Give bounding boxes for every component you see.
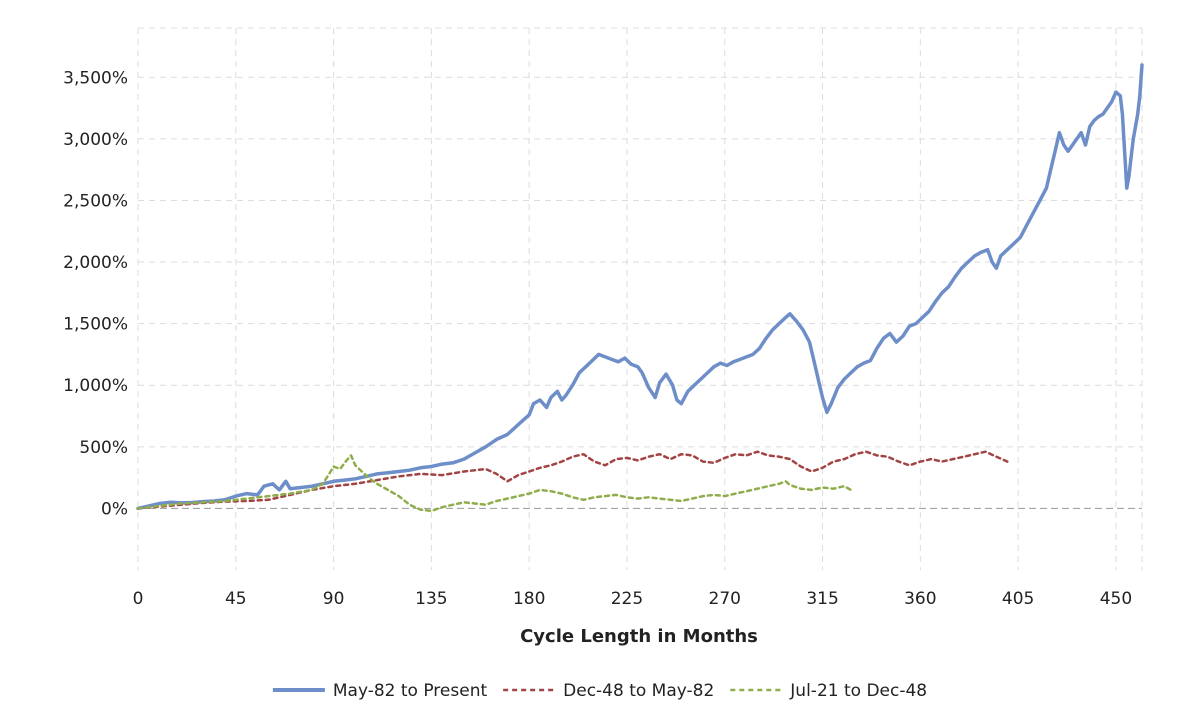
grid <box>137 27 1143 570</box>
series-lines <box>136 63 1144 513</box>
x-tick-label: 45 <box>225 589 247 609</box>
x-tick-label: 225 <box>611 589 643 609</box>
y-tick-label: 1,500% <box>63 315 128 335</box>
x-tick-label: 180 <box>513 589 545 609</box>
y-tick-label: 500% <box>79 438 128 458</box>
y-tick-label: 3,000% <box>63 130 128 150</box>
x-tick-label: 270 <box>709 589 741 609</box>
legend-item: May-82 to Present <box>272 681 488 701</box>
y-tick-label: 0% <box>101 499 128 519</box>
legend-item: Jul-21 to Dec-48 <box>730 681 927 701</box>
legend-label: Dec-48 to May-82 <box>563 681 714 701</box>
legend-label: May-82 to Present <box>333 681 488 701</box>
axis-ticks: 0 45 90 135 180 225 270 315 360 405 450 0% 500% 1,000… <box>63 68 1132 609</box>
x-axis-title: Cycle Length in Months <box>520 626 758 647</box>
x-tick-label: 450 <box>1100 589 1132 609</box>
x-tick-label: 135 <box>415 589 447 609</box>
x-tick-label: 360 <box>904 589 936 609</box>
series-line-2 <box>136 450 1009 510</box>
y-tick-label: 3,500% <box>63 68 128 88</box>
legend-item: Dec-48 to May-82 <box>503 681 714 701</box>
series-line-1 <box>136 63 1144 511</box>
legend-label: Jul-21 to Dec-48 <box>789 681 927 701</box>
x-tick-label: 0 <box>133 589 144 609</box>
x-tick-label: 405 <box>1002 589 1034 609</box>
y-tick-label: 1,000% <box>63 376 128 396</box>
y-tick-label: 2,000% <box>63 253 128 273</box>
x-tick-label: 90 <box>323 589 345 609</box>
series-line-3 <box>136 454 853 513</box>
x-tick-label: 315 <box>806 589 838 609</box>
y-tick-label: 2,500% <box>63 191 128 211</box>
legend: May-82 to Present Dec-48 to May-82 Jul-21 … <box>272 681 927 701</box>
